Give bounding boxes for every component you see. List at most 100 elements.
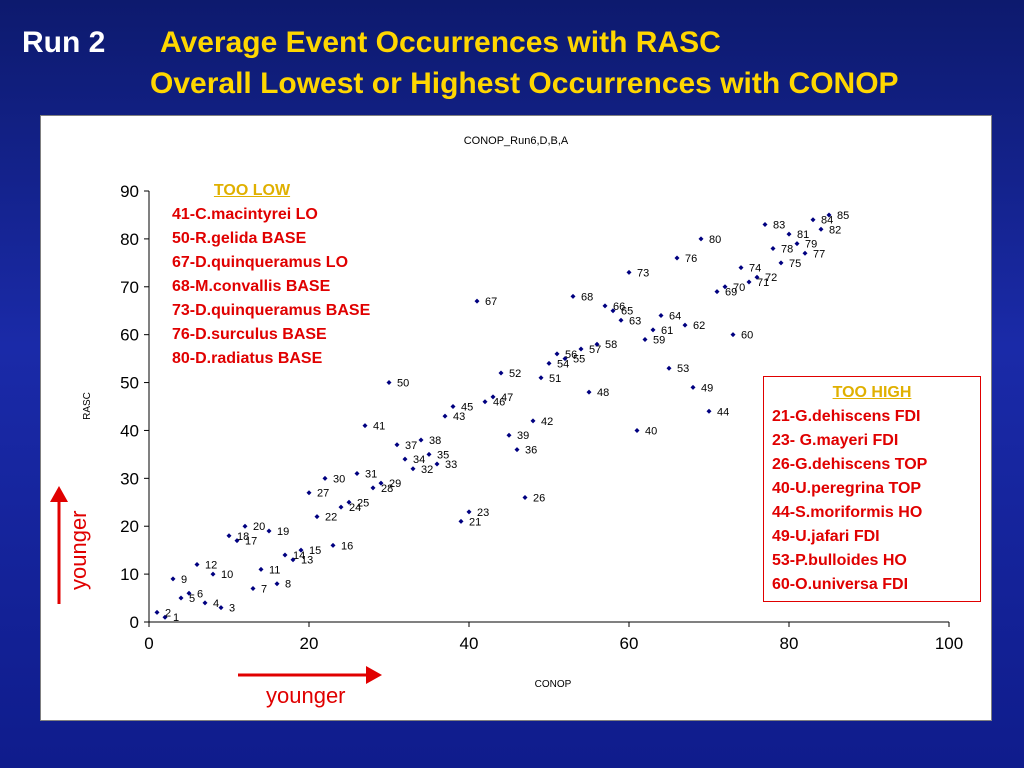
too-high-list: TOO HIGH 21-G.dehiscens FDI 23- G.mayeri… xyxy=(763,376,981,602)
data-point-label: 77 xyxy=(813,248,825,260)
data-point xyxy=(434,461,440,467)
data-point xyxy=(402,456,408,462)
y-tick-label: 40 xyxy=(120,421,139,440)
too-low-item: 73-D.quinqueramus BASE xyxy=(172,302,371,319)
data-point xyxy=(618,317,624,323)
data-point xyxy=(482,399,488,405)
data-point xyxy=(490,394,496,400)
scatter-chart: CONOP_Run6,D,B,A CONOP RASC 010203040506… xyxy=(82,135,963,690)
data-point-label: 72 xyxy=(765,272,777,284)
data-point-label: 29 xyxy=(389,478,401,490)
data-point xyxy=(562,356,568,362)
too-low-item: 76-D.surculus BASE xyxy=(172,326,327,343)
data-point xyxy=(658,313,664,319)
y-tick-label: 60 xyxy=(120,326,139,345)
data-point xyxy=(370,485,376,491)
data-point xyxy=(538,375,544,381)
data-point-label: 48 xyxy=(597,387,609,399)
data-point xyxy=(306,490,312,496)
data-point-label: 23 xyxy=(477,507,489,519)
data-point xyxy=(570,293,576,299)
run-label: Run 2 xyxy=(22,26,106,59)
data-point-label: 74 xyxy=(749,263,761,275)
data-point-label: 82 xyxy=(829,224,841,236)
y-tick-label: 90 xyxy=(120,182,139,201)
data-point xyxy=(210,571,216,577)
data-point xyxy=(594,341,600,347)
data-point xyxy=(418,437,424,443)
data-point-label: 50 xyxy=(397,378,409,390)
data-point-label: 81 xyxy=(797,229,809,241)
data-point-label: 24 xyxy=(349,502,361,514)
data-point xyxy=(394,442,400,448)
y-tick-label: 20 xyxy=(120,517,139,536)
data-point-label: 65 xyxy=(621,306,633,318)
data-point xyxy=(698,236,704,242)
data-point-label: 36 xyxy=(525,445,537,457)
data-point xyxy=(186,590,192,596)
data-point-label: 67 xyxy=(485,296,497,308)
x-tick-label: 20 xyxy=(300,634,319,653)
data-point-label: 30 xyxy=(333,473,345,485)
data-point-label: 13 xyxy=(301,555,313,567)
data-point-label: 38 xyxy=(429,435,441,447)
data-point-label: 17 xyxy=(245,536,257,548)
data-point-label: 83 xyxy=(773,220,785,232)
data-point xyxy=(690,384,696,390)
data-point-label: 59 xyxy=(653,334,665,346)
vertical-younger-label: younger xyxy=(66,510,91,590)
data-point xyxy=(586,389,592,395)
too-low-item: 50-R.gelida BASE xyxy=(172,230,307,247)
data-point-label: 39 xyxy=(517,430,529,442)
data-point xyxy=(178,595,184,601)
data-point-label: 41 xyxy=(373,421,385,433)
data-point xyxy=(410,466,416,472)
data-point-label: 84 xyxy=(821,215,833,227)
data-point xyxy=(274,581,280,587)
x-tick-label: 0 xyxy=(144,634,153,653)
data-point-label: 78 xyxy=(781,243,793,255)
too-high-item: 60-O.universa FDI xyxy=(772,576,909,593)
data-point xyxy=(810,217,816,223)
too-high-item: 21-G.dehiscens FDI xyxy=(772,408,921,425)
data-point-label: 1 xyxy=(173,612,179,624)
data-point-label: 16 xyxy=(341,540,353,552)
data-point-label: 49 xyxy=(701,382,713,394)
data-point xyxy=(738,265,744,271)
data-point xyxy=(674,255,680,261)
axes: 0 10 20 30 40 50 60 70 80 90 0 20 40 60 80 100 xyxy=(120,182,963,653)
data-point-label: 26 xyxy=(533,492,545,504)
data-point-label: 68 xyxy=(581,291,593,303)
too-low-item: 68-M.convallis BASE xyxy=(172,278,331,295)
data-point xyxy=(530,418,536,424)
data-point-label: 54 xyxy=(557,358,569,370)
data-point-label: 70 xyxy=(733,282,745,294)
data-point xyxy=(498,370,504,376)
data-point-label: 34 xyxy=(413,454,425,466)
too-low-item: 41-C.macintyrei LO xyxy=(172,206,318,223)
data-point xyxy=(762,222,768,228)
data-point-label: 58 xyxy=(605,339,617,351)
y-tick-label: 0 xyxy=(130,613,139,632)
data-point xyxy=(458,518,464,524)
data-point xyxy=(730,332,736,338)
y-tick-label: 80 xyxy=(120,230,139,249)
data-point xyxy=(162,614,168,620)
data-point xyxy=(818,226,824,232)
data-point xyxy=(266,528,272,534)
data-point xyxy=(778,260,784,266)
data-point xyxy=(794,241,800,247)
too-high-item: 44-S.moriformis HO xyxy=(772,504,923,521)
data-point xyxy=(466,509,472,515)
data-point xyxy=(386,380,392,386)
data-point xyxy=(634,427,640,433)
horizontal-younger-label: younger xyxy=(266,683,346,708)
data-point-label: 3 xyxy=(229,603,235,615)
data-point-label: 76 xyxy=(685,253,697,265)
data-point xyxy=(682,322,688,328)
data-point xyxy=(770,245,776,251)
data-point-label: 80 xyxy=(709,234,721,246)
data-point xyxy=(226,533,232,539)
data-point xyxy=(442,413,448,419)
